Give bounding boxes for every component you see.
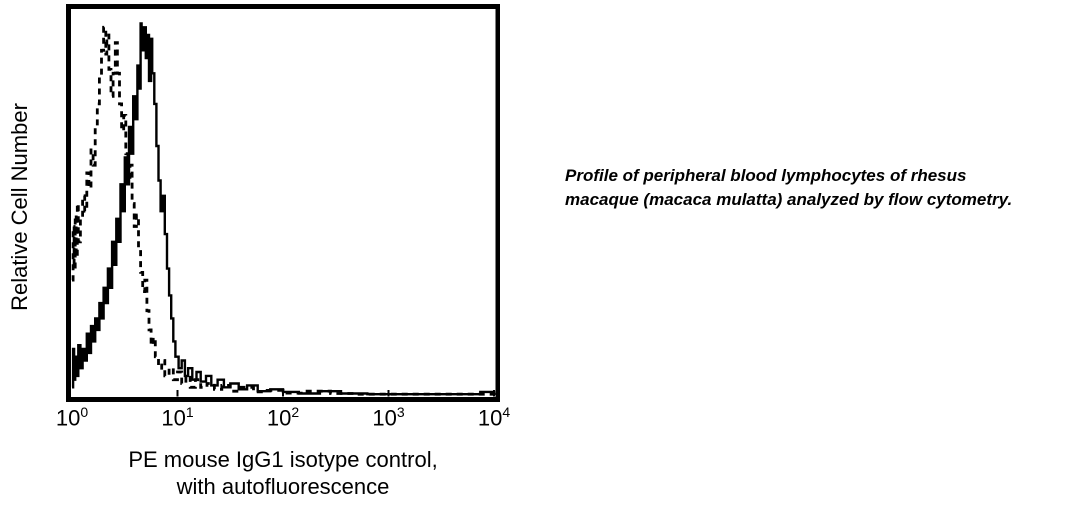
- x-axis-title: PE mouse IgG1 isotype control, with auto…: [66, 446, 500, 500]
- x-axis-title-line2: with autofluorescence: [176, 474, 390, 499]
- y-axis-label: Relative Cell Number: [7, 103, 32, 311]
- x-tick-label-10e1: 101: [161, 404, 194, 431]
- figure-caption-line1: Profile of peripheral blood lymphocytes …: [565, 166, 967, 185]
- x-tick-label-10e3: 103: [372, 404, 405, 431]
- x-tick-label-10e2: 102: [266, 404, 300, 431]
- x-axis-ticks: 100 101 102 103 104: [0, 404, 1071, 436]
- x-tick-label-10e4: 104: [477, 404, 511, 431]
- figure-caption: Profile of peripheral blood lymphocytes …: [565, 164, 1071, 212]
- histogram-svg: [66, 4, 500, 402]
- figure-caption-line2: macaque (macaca mulatta) analyzed by flo…: [565, 190, 1013, 209]
- x-axis-title-line1: PE mouse IgG1 isotype control,: [128, 447, 438, 472]
- plot-border: [66, 4, 500, 402]
- x-tick-label-10e0: 100: [55, 404, 89, 431]
- solid-histogram-curve: [71, 22, 496, 396]
- dashed-histogram-curve: [71, 25, 496, 396]
